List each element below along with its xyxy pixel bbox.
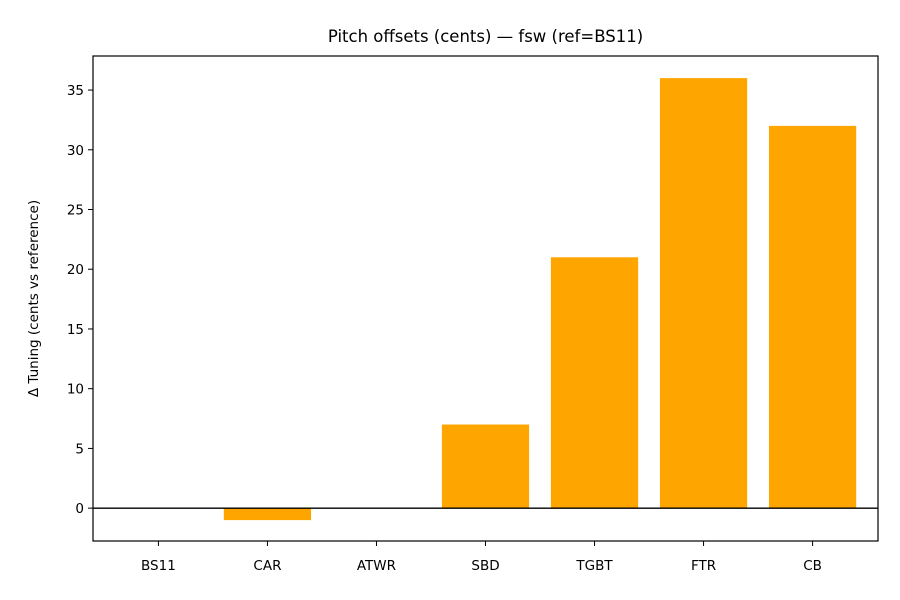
x-tick-label-tgbt: TGBT bbox=[575, 558, 613, 574]
y-tick-label: 5 bbox=[75, 441, 84, 457]
y-axis-label: Δ Tuning (cents vs reference) bbox=[26, 200, 42, 397]
y-tick-label: 10 bbox=[67, 382, 84, 398]
bar-sbd bbox=[441, 424, 530, 509]
x-tick-label-ftr: FTR bbox=[691, 558, 716, 574]
y-tick-label: 20 bbox=[67, 262, 84, 278]
y-tick-label: 15 bbox=[67, 322, 84, 338]
bar-car bbox=[223, 508, 312, 521]
y-tick-label: 25 bbox=[67, 203, 84, 219]
y-tick-label: 35 bbox=[67, 83, 84, 99]
y-tick-label: 0 bbox=[75, 501, 84, 517]
chart-title: Pitch offsets (cents) — fsw (ref=BS11) bbox=[328, 27, 643, 46]
bar-tgbt bbox=[550, 257, 639, 509]
y-axis-ticks: 0 5 10 15 20 25 30 35 bbox=[67, 83, 93, 517]
bars-group bbox=[223, 78, 857, 521]
bar-cb bbox=[768, 125, 857, 509]
x-axis-ticks: BS11 CAR ATWR SBD TGBT FTR CB bbox=[141, 541, 822, 574]
x-tick-label-atwr: ATWR bbox=[357, 558, 396, 574]
x-tick-label-bs11: BS11 bbox=[141, 558, 176, 574]
x-tick-label-sbd: SBD bbox=[471, 558, 499, 574]
y-tick-label: 30 bbox=[67, 143, 84, 159]
bar-ftr bbox=[659, 78, 748, 509]
x-tick-label-car: CAR bbox=[253, 558, 281, 574]
x-tick-label-cb: CB bbox=[803, 558, 822, 574]
